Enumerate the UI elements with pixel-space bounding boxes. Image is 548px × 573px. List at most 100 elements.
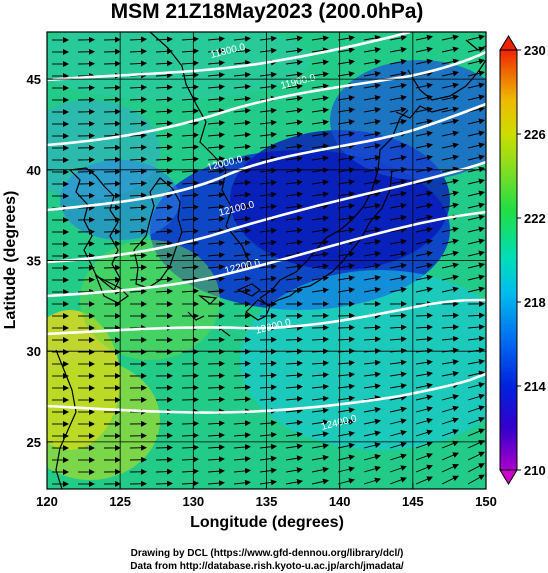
wind-vector bbox=[441, 405, 459, 413]
wind-vector bbox=[207, 71, 225, 78]
wind-vector bbox=[363, 119, 381, 125]
wind-vector bbox=[207, 444, 225, 451]
wind-vector bbox=[129, 120, 147, 127]
wind-vector bbox=[285, 479, 303, 485]
wind-vector bbox=[441, 429, 459, 437]
wind-vector bbox=[415, 214, 433, 221]
wind-vector bbox=[155, 204, 173, 211]
wind-vector bbox=[389, 394, 407, 401]
x-tick-label: 125 bbox=[109, 494, 131, 509]
wind-vector bbox=[259, 384, 277, 391]
wind-vector bbox=[259, 372, 277, 379]
wind-vector bbox=[129, 168, 147, 175]
wind-vector bbox=[181, 264, 199, 271]
wind-vector bbox=[285, 143, 303, 150]
wind-vector bbox=[233, 360, 251, 367]
wind-vector bbox=[103, 180, 121, 187]
wind-vector bbox=[207, 468, 225, 475]
wind-vector bbox=[207, 432, 225, 439]
wind-vector bbox=[337, 35, 355, 42]
wind-vector bbox=[337, 179, 355, 186]
wind-vector bbox=[285, 191, 303, 198]
wind-vector bbox=[441, 118, 459, 125]
wind-vector bbox=[467, 178, 485, 185]
wind-vector bbox=[441, 94, 459, 101]
wind-vector bbox=[285, 395, 303, 402]
colorbar-tick-label: 210 bbox=[524, 463, 546, 478]
wind-vector bbox=[233, 35, 251, 42]
field-region bbox=[47, 360, 160, 480]
field-region bbox=[47, 100, 160, 200]
wind-vector bbox=[337, 478, 355, 485]
wind-vector bbox=[389, 336, 407, 343]
wind-vector bbox=[337, 466, 355, 473]
wind-vector bbox=[129, 60, 147, 67]
wind-vector bbox=[103, 216, 121, 223]
wind-vector bbox=[259, 431, 277, 438]
wind-vector bbox=[441, 324, 459, 331]
wind-vector bbox=[311, 443, 329, 450]
wind-vector bbox=[207, 215, 225, 222]
wind-vector bbox=[129, 132, 147, 139]
wind-vector bbox=[467, 474, 485, 485]
wind-vector bbox=[233, 432, 251, 439]
wind-vector bbox=[389, 226, 407, 233]
wind-vector bbox=[415, 130, 433, 137]
wind-vector bbox=[285, 360, 303, 367]
wind-vector bbox=[441, 312, 459, 319]
wind-vector bbox=[233, 263, 251, 270]
wind-vector bbox=[103, 204, 121, 211]
wind-vector bbox=[363, 59, 381, 65]
wind-vector bbox=[181, 204, 199, 211]
x-tick-label: 140 bbox=[329, 494, 351, 509]
wind-vector bbox=[155, 480, 173, 487]
wind-vector bbox=[259, 191, 277, 198]
wind-vector bbox=[259, 35, 277, 42]
wind-vector bbox=[155, 60, 173, 67]
wind-vector bbox=[441, 286, 459, 293]
wind-vector bbox=[415, 335, 433, 342]
wind-vector bbox=[207, 372, 225, 379]
wind-vector bbox=[285, 275, 303, 282]
wind-vector bbox=[181, 108, 199, 115]
wind-vector bbox=[285, 203, 303, 210]
x-tick-label: 135 bbox=[256, 494, 278, 509]
wind-vector bbox=[207, 95, 225, 102]
wind-vector bbox=[337, 143, 355, 150]
wind-vector bbox=[103, 120, 121, 127]
wind-vector bbox=[129, 36, 147, 43]
wind-vector bbox=[285, 119, 303, 126]
wind-vector bbox=[389, 202, 407, 209]
wind-vector bbox=[129, 108, 147, 115]
wind-vector bbox=[207, 227, 225, 234]
wind-vector bbox=[259, 251, 277, 258]
wind-vector bbox=[415, 429, 433, 437]
wind-vector bbox=[311, 239, 329, 246]
wind-vector bbox=[103, 96, 121, 103]
wind-vector bbox=[415, 34, 433, 41]
wind-vector bbox=[285, 287, 303, 294]
wind-vector bbox=[363, 430, 381, 437]
wind-vector bbox=[155, 228, 173, 235]
y-axis-label: Latitude (degrees) bbox=[2, 191, 19, 330]
wind-vector bbox=[181, 36, 199, 43]
wind-vector bbox=[155, 72, 173, 79]
wind-vector bbox=[467, 262, 485, 269]
wind-vector bbox=[181, 432, 199, 439]
wind-vector bbox=[363, 155, 381, 161]
wind-vector bbox=[311, 466, 329, 473]
wind-vector bbox=[207, 480, 225, 487]
wind-vector bbox=[467, 214, 485, 221]
wind-vector bbox=[233, 143, 251, 150]
wind-vector bbox=[285, 263, 303, 270]
wind-vector bbox=[181, 144, 199, 151]
wind-vector bbox=[441, 475, 459, 485]
wind-vector bbox=[389, 34, 407, 41]
coastlines bbox=[55, 32, 486, 489]
wind-vector bbox=[207, 251, 225, 258]
wind-vector bbox=[337, 71, 355, 78]
colorbar-tick-label: 226 bbox=[524, 127, 546, 142]
wind-vector bbox=[207, 420, 225, 427]
wind-vector bbox=[103, 108, 121, 115]
wind-vector bbox=[389, 214, 407, 221]
